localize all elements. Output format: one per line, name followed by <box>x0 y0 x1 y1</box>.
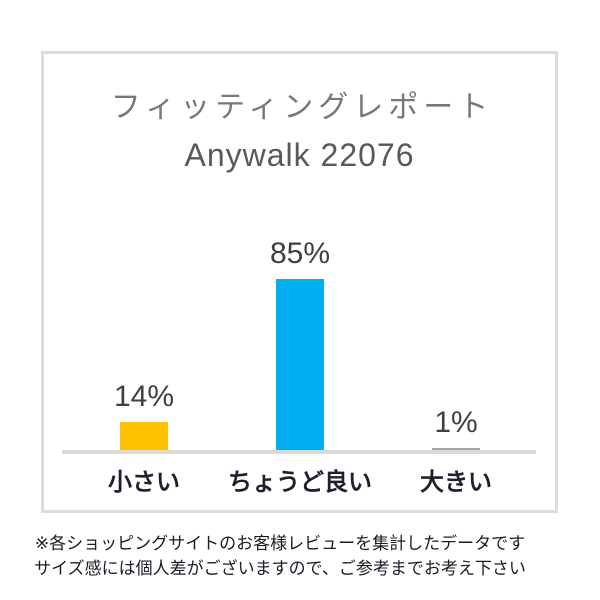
bar-group-just-right: 85% <box>220 54 380 450</box>
bar-value-label-small: 14% <box>113 380 175 413</box>
chart-title: フィッティングレポート <box>110 91 494 124</box>
footer-line-2: サイズ感には個人差がございますので、ご参考までお考え下さい <box>34 559 526 578</box>
category-axis: 小さい ちょうど良い 大きい <box>44 462 555 496</box>
x-axis-baseline <box>62 450 536 454</box>
footer-line-1: ※各ショッピングサイトのお客様レビューを集計したデータです <box>34 534 526 553</box>
category-label-small: 小さい <box>108 469 180 496</box>
footer-note: ※各ショッピングサイトのお客様レビューを集計したデータです サイズ感には個人差が… <box>0 531 560 581</box>
bar-group-large: 1% <box>376 54 536 450</box>
bar-chart: 14% 85% 1% 小さい ちょうど良い 大きい <box>44 54 555 510</box>
category-label-large: 大きい <box>420 469 492 496</box>
category-label-just-right: ちょうど良い <box>228 469 372 496</box>
bar-large <box>432 448 480 450</box>
report-card: フィッティングレポート Anywalk 22076 14% 85% 1% 小さい… <box>41 51 558 513</box>
chart-subtitle: Anywalk 22076 <box>184 137 415 173</box>
bar-value-label-large: 1% <box>434 406 478 439</box>
bar-group-small: 14% <box>64 54 224 450</box>
bar-value-label-just-right: 85% <box>269 237 331 270</box>
bar-small <box>120 422 168 450</box>
bar-just-right <box>276 279 324 450</box>
